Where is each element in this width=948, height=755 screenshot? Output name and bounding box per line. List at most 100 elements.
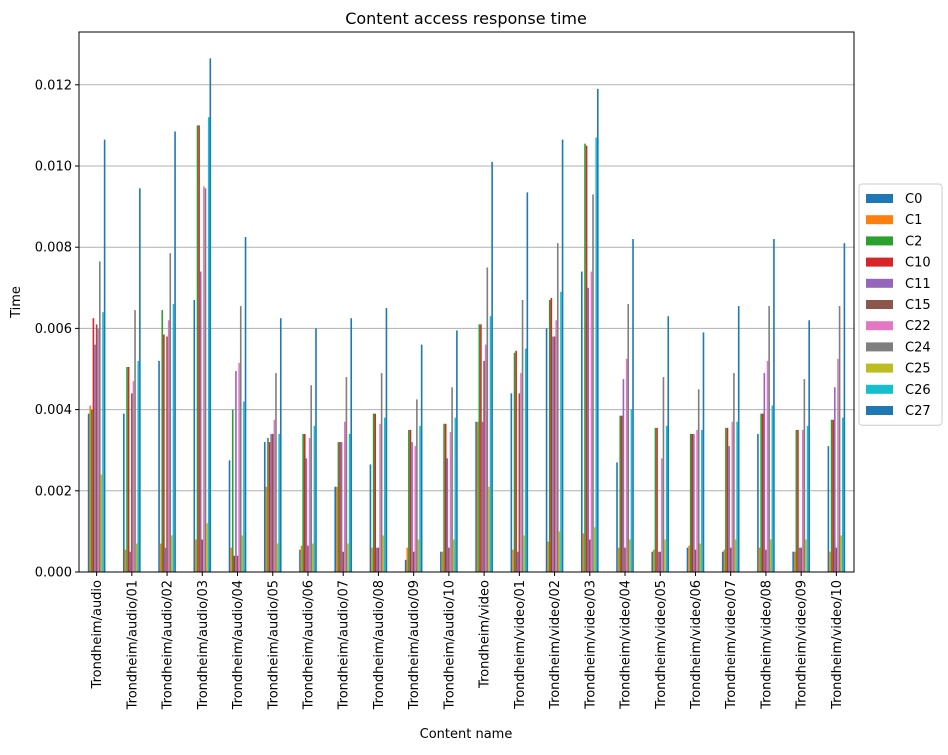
- bar: [374, 413, 377, 572]
- bar: [209, 58, 212, 572]
- bar: [243, 401, 245, 572]
- y-axis: 0.000 0.002 0.004 0.006 0.008 0.010 0.012: [35, 78, 79, 581]
- bar: [244, 237, 247, 572]
- bar: [516, 551, 519, 572]
- bar: [761, 413, 764, 572]
- bar: [555, 320, 557, 572]
- bar: [384, 417, 386, 572]
- bar: [757, 433, 759, 572]
- bar: [446, 458, 449, 572]
- bar: [308, 438, 311, 572]
- bar: [127, 366, 130, 572]
- bar: [441, 551, 444, 572]
- bar: [372, 413, 375, 572]
- legend-swatch: [866, 342, 893, 352]
- bar: [126, 366, 128, 572]
- bar: [592, 194, 594, 573]
- bar: [379, 423, 381, 572]
- x-tick-label: Trondheim/video/10: [830, 580, 845, 710]
- bar: [664, 539, 666, 572]
- bar: [233, 555, 236, 572]
- x-tick-label: Trondheim/audio/06: [301, 580, 316, 710]
- legend-label: C26: [905, 383, 931, 398]
- bar: [89, 405, 92, 572]
- bar: [587, 287, 589, 572]
- bar: [765, 549, 767, 572]
- x-tick-label: Trondheim/audio/03: [196, 580, 211, 710]
- bar: [385, 308, 388, 572]
- bar: [196, 125, 199, 573]
- bar: [236, 555, 239, 572]
- bar: [520, 373, 522, 572]
- bar: [667, 316, 670, 572]
- bar: [696, 429, 698, 572]
- bar: [263, 442, 266, 572]
- bar: [444, 423, 447, 572]
- bar: [408, 429, 410, 572]
- bar: [159, 543, 162, 572]
- bar: [489, 316, 492, 572]
- bar: [659, 551, 662, 572]
- x-tick-label: Trondheim/audio/09: [407, 580, 422, 710]
- bar: [736, 421, 738, 572]
- bar: [299, 549, 301, 572]
- bar: [523, 535, 525, 572]
- legend-label: C25: [905, 362, 931, 377]
- y-tick-label: 0.012: [35, 78, 72, 93]
- bar: [371, 547, 373, 572]
- y-tick-label: 0.008: [35, 241, 72, 256]
- bar: [239, 306, 242, 572]
- bar: [94, 344, 96, 572]
- bar: [512, 549, 514, 572]
- y-axis-label: Time: [9, 286, 24, 319]
- x-tick-label: Trondheim/video/03: [583, 580, 598, 710]
- bar: [238, 362, 240, 572]
- bar: [630, 409, 633, 572]
- bar: [622, 379, 625, 572]
- bar: [454, 417, 457, 572]
- legend-swatch: [866, 215, 893, 225]
- bar: [830, 419, 833, 572]
- bar: [771, 405, 774, 572]
- bar: [167, 320, 170, 572]
- bar: [92, 318, 95, 572]
- y-tick-label: 0.006: [35, 322, 72, 337]
- bar: [161, 310, 164, 572]
- bar: [166, 336, 168, 572]
- bar: [552, 336, 554, 572]
- bar: [734, 539, 737, 572]
- bar: [448, 547, 450, 572]
- bar: [345, 377, 348, 572]
- legend-swatch: [866, 300, 893, 309]
- bar: [728, 446, 730, 572]
- legend-swatch: [866, 236, 893, 246]
- bar: [419, 425, 421, 572]
- bar: [339, 442, 341, 572]
- bar: [342, 551, 345, 572]
- bar: [617, 547, 620, 572]
- bar: [347, 543, 349, 572]
- x-tick-label: Trondheim/video/01: [513, 580, 528, 710]
- bar: [313, 425, 316, 572]
- bar: [129, 551, 132, 572]
- bar: [278, 433, 280, 572]
- legend-label: C15: [905, 298, 931, 313]
- bar: [417, 539, 420, 572]
- x-tick-label: Trondheim/audio/05: [266, 580, 281, 710]
- bar: [137, 360, 140, 572]
- bar: [270, 433, 272, 572]
- bar: [723, 549, 726, 572]
- bar: [792, 551, 794, 572]
- bar: [409, 429, 412, 572]
- bar: [350, 318, 353, 572]
- bar: [805, 539, 807, 572]
- bar: [585, 145, 588, 572]
- bar: [632, 239, 634, 572]
- bar: [265, 486, 268, 572]
- bar: [515, 350, 517, 572]
- bar: [231, 409, 234, 572]
- bar: [621, 415, 623, 572]
- bar: [561, 139, 564, 572]
- bar: [303, 433, 306, 572]
- bars: [87, 58, 846, 573]
